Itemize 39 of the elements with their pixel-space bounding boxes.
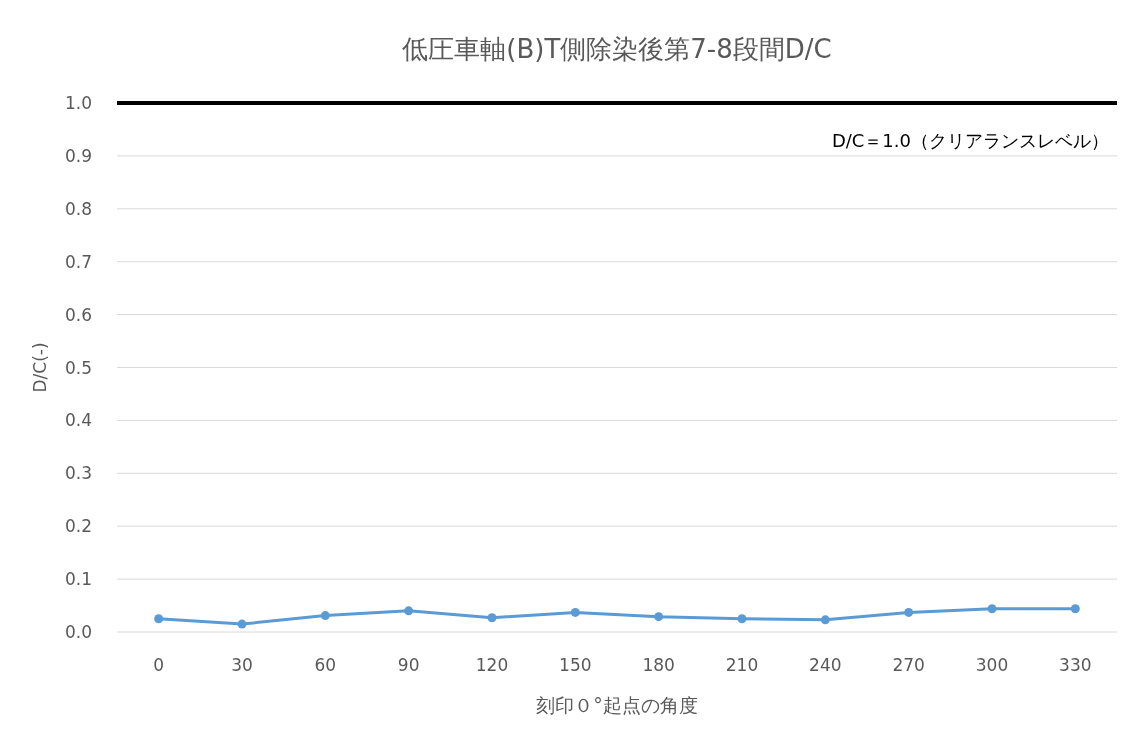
y-tick-label: 0.9 xyxy=(64,145,92,166)
point xyxy=(154,614,164,624)
point xyxy=(487,613,497,623)
point xyxy=(987,604,997,614)
y-tick-label: 0.8 xyxy=(64,198,92,219)
x-tick-label: 30 xyxy=(231,655,253,675)
ref-line-label: D/C＝1.0（クリアランスレベル） xyxy=(831,130,1109,151)
point xyxy=(404,606,414,616)
point xyxy=(654,612,664,622)
x-tick-label: 330 xyxy=(1059,655,1092,675)
x-tick-label: 180 xyxy=(642,655,675,675)
y-tick-label: 0.7 xyxy=(64,251,92,272)
point xyxy=(904,607,914,617)
x-tick-label: 240 xyxy=(809,655,842,675)
point xyxy=(1070,604,1080,614)
y-tick-label: 0.6 xyxy=(64,304,92,325)
point xyxy=(820,615,830,625)
x-tick-label: 210 xyxy=(725,655,759,675)
x-axis-title: 刻印０°起点の角度 xyxy=(536,694,698,716)
point xyxy=(737,614,747,624)
x-tick-label: 90 xyxy=(397,655,420,675)
y-axis-title: D/C(-) xyxy=(30,342,50,393)
x-tick-label: 270 xyxy=(892,655,925,675)
point xyxy=(237,619,247,629)
y-tick-label: 0.4 xyxy=(64,410,92,431)
y-tick-label: 0.0 xyxy=(64,622,92,642)
x-tick-label: 150 xyxy=(559,655,592,675)
x-tick-label: 60 xyxy=(314,655,337,675)
y-tick-label: 0.1 xyxy=(64,569,92,590)
x-tick-label: 0 xyxy=(153,655,165,675)
x-tick-label: 120 xyxy=(475,655,509,675)
point xyxy=(570,607,580,617)
y-tick-label: 0.3 xyxy=(64,463,92,484)
y-tick-label: 1.0 xyxy=(64,93,92,113)
y-tick-label: 0.2 xyxy=(64,516,92,537)
x-tick-label: 300 xyxy=(975,655,1009,675)
chart-title: 低圧車軸(B)T側除染後第7-8段間D/C xyxy=(402,34,832,64)
point xyxy=(320,611,330,621)
y-tick-label: 0.5 xyxy=(64,357,92,378)
